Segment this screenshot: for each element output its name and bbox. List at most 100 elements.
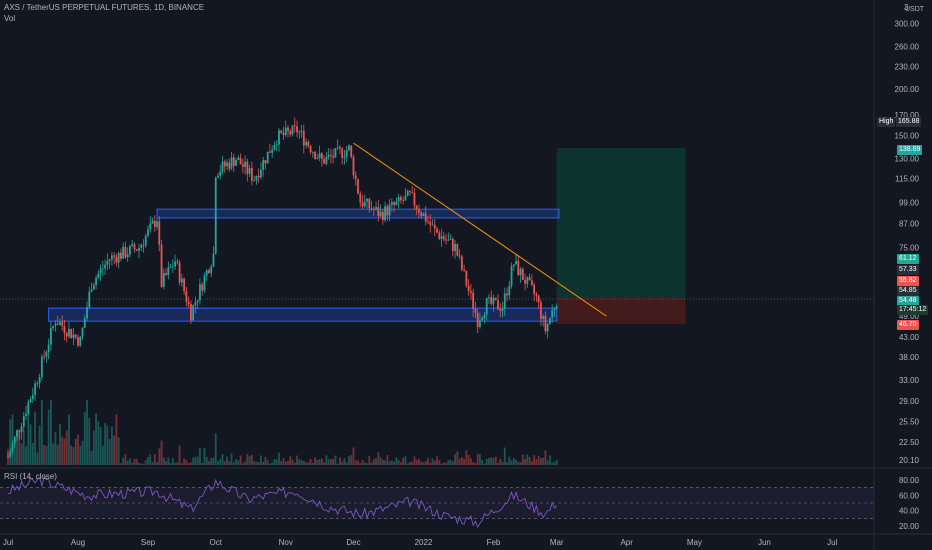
volume-bar	[336, 463, 339, 465]
candle-body	[510, 266, 513, 286]
volume-bar	[68, 414, 70, 465]
volume-bar	[113, 435, 116, 465]
candle-body	[230, 157, 233, 169]
volume-bar	[250, 455, 253, 465]
loss-zone	[556, 297, 686, 324]
volume-bar	[70, 445, 73, 465]
candle-body	[43, 356, 46, 358]
volume-bar	[415, 459, 418, 465]
candle-body	[239, 157, 242, 165]
candle-body	[287, 127, 289, 131]
candle-body	[488, 297, 490, 298]
volume-bar	[43, 444, 46, 465]
candle-body	[293, 125, 296, 127]
volume-bar	[165, 461, 167, 465]
candle-body	[133, 244, 136, 250]
volume-bar	[427, 457, 429, 465]
candle-body	[517, 260, 520, 276]
zones-layer	[48, 148, 686, 324]
volume-bar	[162, 457, 165, 465]
volume-bar	[158, 448, 161, 465]
volume-bar	[537, 455, 540, 465]
candle-body	[390, 202, 393, 205]
candle-body	[553, 308, 556, 310]
volume-bar	[420, 461, 423, 465]
volume-bar	[22, 431, 25, 465]
volume-bar	[555, 459, 558, 465]
candle-body	[144, 235, 147, 246]
volume-bar	[264, 456, 267, 465]
volume-bar	[535, 459, 538, 465]
volume-bar	[357, 460, 359, 465]
candle-body	[411, 191, 414, 193]
candle-body	[330, 154, 332, 156]
candle-body	[72, 334, 75, 339]
volume-bar	[208, 461, 210, 465]
candle-body	[92, 284, 95, 290]
volume-bar	[260, 455, 262, 465]
volume-bar	[481, 460, 484, 465]
candle-body	[153, 220, 156, 228]
volume-bar	[266, 460, 269, 465]
volume-bar	[153, 454, 156, 465]
candle-body	[544, 315, 547, 332]
candle-body	[427, 221, 429, 223]
scale-top-value: 3	[904, 3, 909, 12]
candle-body	[219, 171, 222, 176]
volume-bar	[492, 457, 495, 465]
volume-bar	[29, 424, 32, 465]
candle-body	[492, 297, 495, 304]
volume-bar	[124, 454, 127, 465]
volume-bar	[400, 462, 402, 465]
volume-bar	[483, 463, 486, 465]
volume-bar	[540, 458, 542, 465]
candle-body	[530, 280, 533, 285]
volume-bar	[305, 462, 307, 465]
volume-bar	[501, 461, 504, 465]
candle-body	[528, 277, 531, 281]
rsi-tick-label: 20.00	[899, 522, 920, 531]
volume-bar	[402, 457, 405, 465]
candle-body	[479, 320, 481, 327]
volume-bar	[56, 444, 59, 465]
symbol-title[interactable]: AXS / TetherUS PERPETUAL FUTURES, 1D, BI…	[4, 3, 205, 12]
volume-bar	[99, 426, 102, 465]
candle-body	[422, 213, 425, 216]
volume-bar	[332, 458, 335, 465]
volume-bar	[467, 454, 470, 465]
candle-body	[406, 190, 409, 196]
volume-bar	[232, 462, 235, 465]
volume-bar	[339, 457, 341, 465]
candle-body	[228, 162, 231, 169]
volume-bar	[104, 423, 106, 465]
volume-bar	[515, 459, 517, 465]
volume-bar	[210, 458, 213, 465]
volume-bar	[440, 463, 443, 465]
price-tick-label: 300.00	[895, 19, 920, 28]
volume-bar	[230, 453, 233, 465]
volume-bar	[409, 461, 411, 465]
candle-body	[47, 344, 50, 353]
candle-body	[160, 244, 163, 287]
candle-body	[298, 132, 301, 133]
candle-body	[246, 161, 249, 174]
volume-bar	[117, 437, 120, 465]
candle-body	[18, 430, 21, 432]
volume-bar	[490, 457, 493, 465]
candle-body	[485, 297, 488, 315]
rsi-band	[0, 487, 874, 519]
volume-bar	[533, 455, 536, 465]
volume-bar	[352, 447, 355, 465]
volume-bar	[120, 463, 122, 465]
currency-label[interactable]: USDT	[905, 6, 925, 13]
candle-body	[542, 315, 545, 320]
candle-body	[402, 199, 405, 201]
volume-bar	[521, 454, 524, 465]
volume-bar	[451, 461, 454, 465]
volume-bar	[456, 451, 459, 465]
volume-bar	[131, 462, 134, 465]
candle-body	[106, 260, 109, 265]
candle-body	[178, 262, 181, 283]
volume-bar	[411, 461, 414, 465]
